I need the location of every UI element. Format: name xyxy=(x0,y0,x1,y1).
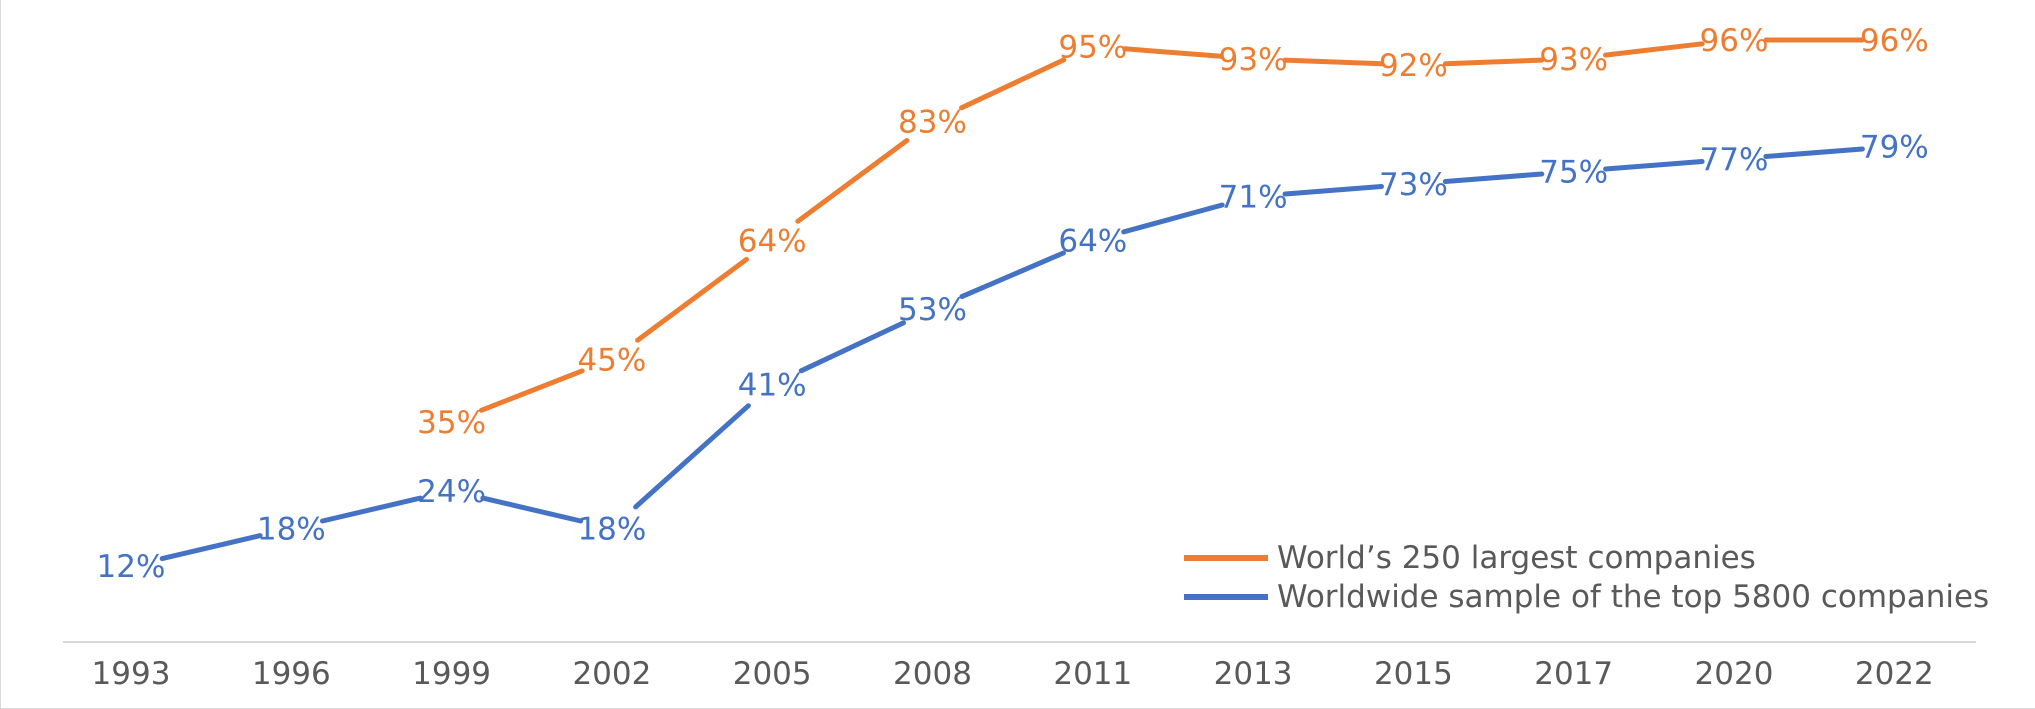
series-0-data-label-2011: 95% xyxy=(1058,29,1127,65)
series-1-data-label-2022: 79% xyxy=(1860,129,1929,165)
x-tick-label-2005: 2005 xyxy=(733,656,812,692)
series-1-segment-1999 xyxy=(480,495,584,524)
data-labels: 35% 45% 64% 83% 95% 93% 92% 93% 96% 96% 12% 18% 24% 1… xyxy=(97,23,1929,585)
legend-label-world-250: World’s 250 largest companies xyxy=(1277,540,1756,576)
series-0-data-label-2020: 96% xyxy=(1700,23,1769,59)
series-1-segment-2013 xyxy=(1282,184,1384,197)
series-1-data-label-2002: 18% xyxy=(577,511,646,547)
series-0-data-label-2022: 96% xyxy=(1860,23,1929,59)
series-1-data-label-2011: 64% xyxy=(1058,223,1127,259)
series-0-segment-2008 xyxy=(959,57,1067,111)
series-1-data-label-2020: 77% xyxy=(1700,142,1769,178)
x-tick-label-2020: 2020 xyxy=(1695,656,1774,692)
x-tick-label-2017: 2017 xyxy=(1534,656,1613,692)
series-0-segment-2005 xyxy=(795,138,910,224)
series-1-segment-1993 xyxy=(159,533,263,562)
series-1-segment-2005 xyxy=(798,320,906,374)
series-1-segment-2011 xyxy=(1121,202,1225,235)
series-0-segment-2017 xyxy=(1603,41,1705,58)
series-0-segment-2013 xyxy=(1282,57,1384,67)
series-0-segment-1999 xyxy=(478,368,585,413)
x-tick-label-2015: 2015 xyxy=(1374,656,1453,692)
series-0-data-label-2017: 93% xyxy=(1539,42,1608,78)
series-1-segment-1996 xyxy=(320,495,423,524)
series-1-data-label-2013: 71% xyxy=(1219,180,1288,216)
series-1-data-label-2015: 73% xyxy=(1379,167,1448,203)
x-tick-label-2011: 2011 xyxy=(1053,656,1132,692)
series-1-data-label-2008: 53% xyxy=(898,292,967,328)
x-tick-label-1996: 1996 xyxy=(252,656,331,692)
series-0-data-label-2005: 64% xyxy=(738,223,807,259)
series-0-segment-2002 xyxy=(635,256,749,343)
series-1-segment-2020 xyxy=(1763,146,1865,159)
x-tick-label-1993: 1993 xyxy=(92,656,171,692)
series-1-segment-2008 xyxy=(959,250,1066,300)
x-tick-label-2013: 2013 xyxy=(1214,656,1293,692)
legend-label-worldwide-5800: Worldwide sample of the top 5800 compani… xyxy=(1277,579,1989,615)
series-1-segment-2017 xyxy=(1603,159,1705,172)
series-0-data-label-2008: 83% xyxy=(898,104,967,140)
series-0-data-label-2002: 45% xyxy=(577,342,646,378)
x-axis-tick-labels: 1993 1996 1999 2002 2005 2008 2011 2013 2015 2017… xyxy=(92,656,1934,692)
series-lines xyxy=(159,37,1865,562)
series-1-segment-2015 xyxy=(1442,171,1545,184)
series-1-data-label-1996: 18% xyxy=(257,511,326,547)
legend: World’s 250 largest companies Worldwide … xyxy=(1184,540,1989,615)
x-tick-label-2008: 2008 xyxy=(893,656,972,692)
series-0-data-label-1999: 35% xyxy=(417,405,486,441)
series-1-data-label-2017: 75% xyxy=(1539,155,1608,191)
series-1-data-label-1999: 24% xyxy=(417,474,486,510)
series-1-data-label-1993: 12% xyxy=(97,549,166,585)
series-0-data-label-2013: 93% xyxy=(1219,42,1288,78)
series-1-segment-2002 xyxy=(633,403,751,510)
series-0-segment-2011 xyxy=(1122,46,1224,59)
series-0-segment-2015 xyxy=(1442,57,1545,67)
x-tick-label-1999: 1999 xyxy=(412,656,491,692)
series-1-data-label-2005: 41% xyxy=(738,367,807,403)
x-tick-label-2022: 2022 xyxy=(1855,656,1934,692)
x-tick-label-2002: 2002 xyxy=(572,656,651,692)
series-0-data-label-2015: 92% xyxy=(1379,48,1448,84)
